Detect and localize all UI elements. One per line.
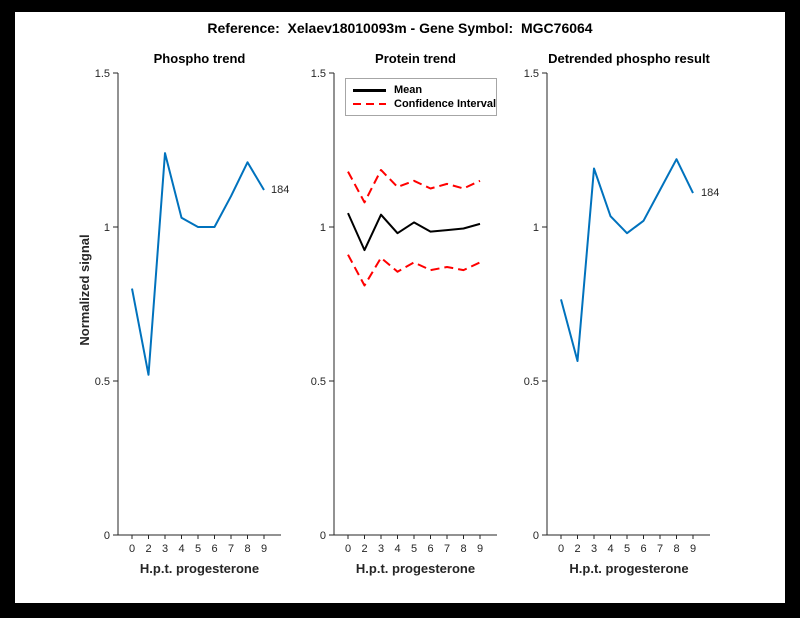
y-tick-label: 1 (320, 222, 326, 234)
legend-label-confidence-interval: Confidence Interval (394, 98, 497, 110)
x-tick-label: 3 (378, 543, 384, 555)
y-tick-label: 1 (533, 222, 539, 234)
y-tick-label: 0.5 (95, 376, 110, 388)
x-tick-label: 5 (195, 543, 201, 555)
x-tick-label: 9 (261, 543, 267, 555)
y-tick-label: 0 (533, 530, 539, 542)
x-tick-label: 3 (591, 543, 597, 555)
legend-item-mean: Mean (353, 84, 489, 96)
x-axis-label-2: H.p.t. progesterone (355, 561, 476, 576)
x-tick-label: 2 (145, 543, 151, 555)
y-tick-label: 1 (104, 222, 110, 234)
x-axis-label-1: H.p.t. progesterone (139, 561, 260, 576)
y-tick-label: 1.5 (311, 68, 326, 80)
x-tick-label: 4 (178, 543, 184, 555)
x-tick-label: 6 (640, 543, 646, 555)
series-end-label-3: 184 (701, 187, 720, 199)
y-tick-label: 1.5 (524, 68, 539, 80)
figure-canvas: Reference: Xelaev18010093m - Gene Symbol… (15, 12, 785, 603)
y-tick-label: 1.5 (95, 68, 110, 80)
figure-title: Reference: Xelaev18010093m - Gene Symbol… (207, 20, 593, 36)
confidence-interval-line-sample (353, 103, 386, 105)
x-axis-label-3: H.p.t. progesterone (569, 561, 689, 576)
y-tick-label: 0 (104, 530, 110, 542)
x-tick-label: 9 (477, 543, 483, 555)
y-tick-label: 0.5 (311, 376, 326, 388)
series-end-label-1: 184 (271, 184, 290, 196)
x-tick-label: 0 (345, 543, 351, 555)
y-axis-label: Normalized signal (77, 234, 92, 346)
x-tick-label: 6 (427, 543, 433, 555)
x-tick-label: 5 (624, 543, 630, 555)
mean-line (347, 212, 481, 252)
x-tick-label: 6 (211, 543, 217, 555)
x-tick-label: 8 (460, 543, 466, 555)
subplot-title-phospho-trend: Phospho trend (153, 51, 246, 66)
x-tick-label: 8 (673, 543, 679, 555)
subplot-title-detrended-phospho: Detrended phospho result (548, 51, 710, 66)
y-tick-label: 0 (320, 530, 326, 542)
x-tick-label: 7 (444, 543, 450, 555)
confidence-interval-lower-line (347, 254, 481, 287)
charts-svg: 00.511.50 2 3 4 5 6 7 8 900.511.50 2 3 4 5 6 7 8 900.511… (95, 68, 710, 555)
x-tick-label: 0 (129, 543, 135, 555)
legend-item-confidence-interval: Confidence Interval (353, 98, 496, 110)
x-tick-label: 2 (574, 543, 580, 555)
x-tick-label: 8 (244, 543, 250, 555)
x-tick-label: 7 (657, 543, 663, 555)
legend-box: Mean Confidence Interval (345, 78, 497, 116)
x-tick-label: 3 (162, 543, 168, 555)
phospho-signal-line (131, 152, 265, 376)
x-tick-label: 2 (361, 543, 367, 555)
subplot-title-protein-trend: Protein trend (375, 51, 456, 66)
legend-label-mean: Mean (394, 84, 423, 96)
x-tick-label: 9 (690, 543, 696, 555)
x-tick-label: 5 (411, 543, 417, 555)
confidence-interval-upper-line (347, 169, 481, 204)
x-tick-label: 7 (228, 543, 234, 555)
x-tick-label: 4 (394, 543, 400, 555)
x-tick-label: 0 (558, 543, 564, 555)
mean-line-sample (353, 88, 386, 92)
detrended-phospho-signal-line (560, 158, 694, 362)
x-tick-label: 4 (607, 543, 613, 555)
y-tick-label: 0.5 (524, 376, 539, 388)
